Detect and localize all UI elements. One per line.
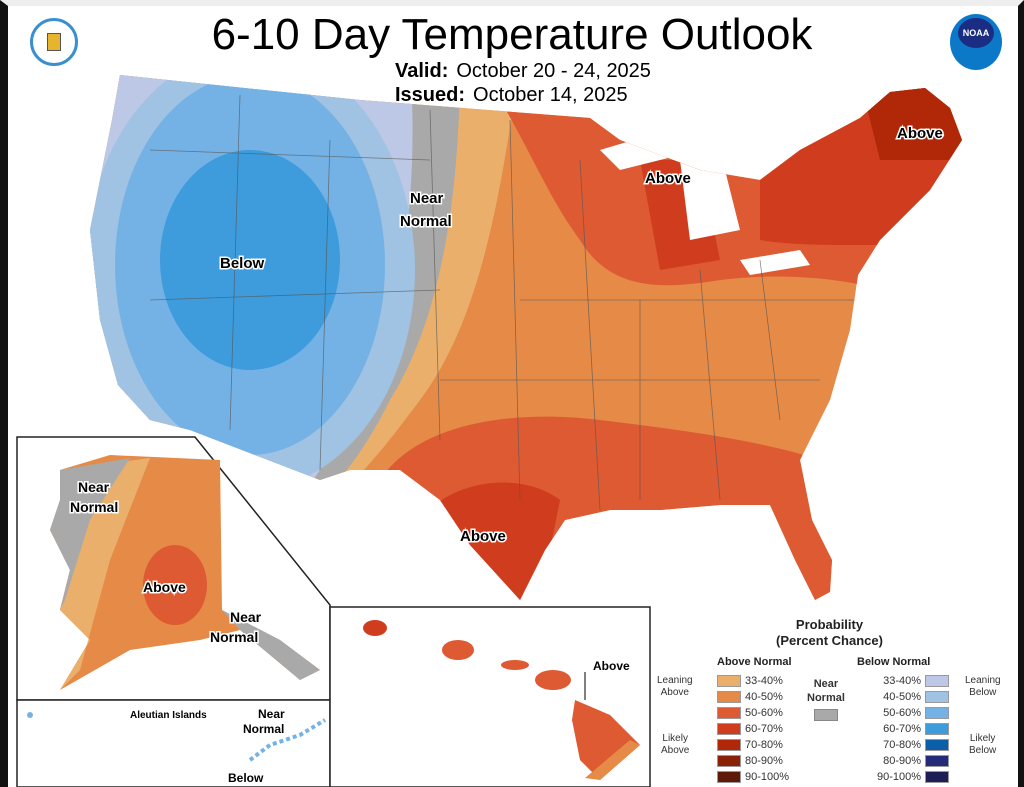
aleutian-near-a: Near <box>258 707 285 721</box>
hawaii-inset: Above <box>329 606 651 787</box>
legend-above-row: 70-80% <box>717 737 783 752</box>
aleutian-near-b: Normal <box>243 722 284 736</box>
label-below: Below <box>220 255 265 272</box>
legend-swatch <box>717 674 741 687</box>
legend-below-row: 90-100% <box>869 769 949 784</box>
legend-swatch <box>717 754 741 767</box>
label-above-maine: Above <box>897 125 943 142</box>
legend-subtitle: (Percent Chance) <box>776 633 883 648</box>
legend-below-row: 50-60% <box>869 705 949 720</box>
leaning-above-label: Leaning Above <box>657 675 693 698</box>
label-near-normal-1: Near <box>410 190 444 207</box>
above-normal-header: Above Normal <box>717 656 792 668</box>
near-normal-label: Near Normal <box>807 677 845 721</box>
legend-above-row: 60-70% <box>717 721 783 736</box>
label-near-normal-2: Normal <box>400 213 452 230</box>
aleutian-inset: Aleutian Islands Near Normal Below <box>16 699 331 787</box>
legend-range: 50-60% <box>745 706 783 719</box>
leaning-below-label: Leaning Below <box>965 675 1001 698</box>
legend-above-row: 33-40% <box>717 673 783 688</box>
probability-legend: Probability (Percent Chance) Above Norma… <box>655 615 1020 787</box>
legend-below-row: 60-70% <box>869 721 949 736</box>
legend-range: 70-80% <box>745 738 783 751</box>
ak-near-2b: Normal <box>210 629 258 645</box>
likely-below-label: Likely Below <box>969 733 997 756</box>
ak-above: Above <box>143 579 186 595</box>
issued-date: Issued: October 14, 2025 <box>395 84 628 106</box>
legend-below-row: 40-50% <box>869 689 949 704</box>
page-title: 6-10 Day Temperature Outlook <box>211 10 813 59</box>
ak-near-2a: Near <box>230 609 262 625</box>
legend-swatch <box>925 674 949 687</box>
legend-range: 40-50% <box>745 690 783 703</box>
legend-range: 60-70% <box>745 722 783 735</box>
doc-seal-logo <box>30 18 78 66</box>
near-normal-swatch <box>813 709 838 721</box>
legend-swatch <box>717 722 741 735</box>
ak-near-1b: Normal <box>70 499 118 515</box>
legend-swatch <box>925 690 949 703</box>
legend-range: 70-80% <box>883 738 921 751</box>
legend-swatch <box>925 738 949 751</box>
legend-range: 90-100% <box>876 770 921 783</box>
legend-above-row: 80-90% <box>717 753 783 768</box>
alaska-inset: Near Normal Above Near Normal <box>16 436 331 701</box>
legend-range: 60-70% <box>883 722 921 735</box>
legend-swatch <box>717 690 741 703</box>
noaa-logo: NOAA <box>950 14 1002 70</box>
legend-swatch <box>925 722 949 735</box>
legend-range: 33-40% <box>745 674 783 687</box>
legend-title: Probability <box>795 617 864 632</box>
ak-near-1a: Near <box>78 479 110 495</box>
legend-range: 80-90% <box>883 754 921 767</box>
legend-swatch <box>925 706 949 719</box>
label-above-texas: Above <box>460 528 506 545</box>
legend-below-row: 70-80% <box>869 737 949 752</box>
legend-below-row: 33-40% <box>869 673 949 688</box>
legend-range: 33-40% <box>883 674 921 687</box>
legend-range: 40-50% <box>883 690 921 703</box>
hawaii-above: Above <box>593 659 630 673</box>
legend-swatch <box>925 770 949 783</box>
label-above-michigan: Above <box>645 170 691 187</box>
likely-above-label: Likely Above <box>661 733 690 756</box>
legend-swatch <box>717 770 741 783</box>
below-normal-header: Below Normal <box>857 656 931 668</box>
aleutian-below: Below <box>228 771 264 785</box>
legend-swatch <box>925 754 949 767</box>
legend-swatch <box>717 738 741 751</box>
legend-swatch <box>717 706 741 719</box>
aleutian-title: Aleutian Islands <box>130 710 207 721</box>
legend-range: 90-100% <box>745 770 790 783</box>
valid-dates: Valid: October 20 - 24, 2025 <box>395 60 651 82</box>
legend-above-row: 50-60% <box>717 705 783 720</box>
legend-below-row: 80-90% <box>869 753 949 768</box>
legend-above-row: 40-50% <box>717 689 783 704</box>
legend-range: 50-60% <box>883 706 921 719</box>
legend-range: 80-90% <box>745 754 783 767</box>
legend-above-row: 90-100% <box>717 769 789 784</box>
